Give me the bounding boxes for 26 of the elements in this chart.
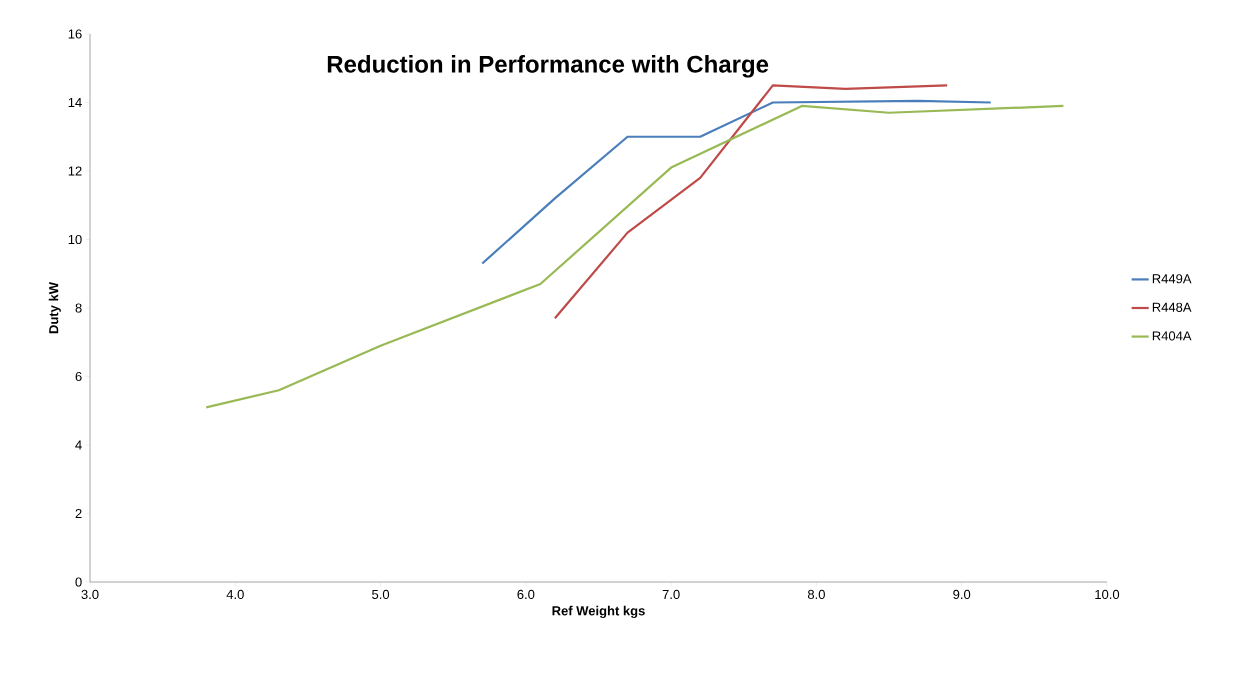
line-series <box>553 84 949 320</box>
y-tick-label: 12 <box>68 166 82 176</box>
line-series <box>481 99 992 265</box>
x-tick-label: 8.0 <box>807 589 825 599</box>
legend-label: R404A <box>1152 331 1192 341</box>
x-tick-label: 10.0 <box>1095 589 1120 599</box>
y-tick-label: 2 <box>75 508 82 519</box>
x-tick-label: 4.0 <box>226 589 244 599</box>
x-tick-label: 9.0 <box>953 589 971 599</box>
x-axis-title: Ref Weight kgs <box>552 605 645 619</box>
x-tick-label: 7.0 <box>662 589 680 599</box>
y-axis-title: Duty kW <box>48 282 61 334</box>
text: Reduction in Performance with Charge <box>327 55 769 78</box>
y-tick-label: 0 <box>75 577 82 587</box>
x-tick-label: 6.0 <box>517 589 535 599</box>
x-tick-label: 5.0 <box>372 589 390 599</box>
y-tick-label: 10 <box>68 234 82 245</box>
y-tick-label: 8 <box>75 303 82 313</box>
y-tick-label: 16 <box>68 29 82 39</box>
y-tick-label: 6 <box>75 371 82 382</box>
legend-label: R449A <box>1152 274 1192 284</box>
x-tick-label: 3.0 <box>81 589 99 599</box>
line-series <box>205 104 1065 409</box>
legend-label: R448A <box>1152 302 1192 312</box>
y-tick-label: 14 <box>68 98 82 107</box>
y-tick-label: 4 <box>75 440 82 450</box>
